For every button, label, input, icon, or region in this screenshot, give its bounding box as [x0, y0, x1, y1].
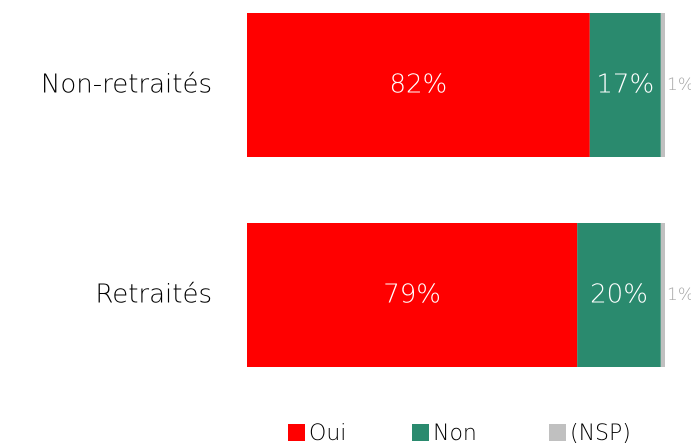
- bar-segment: [247, 13, 590, 157]
- category-label: Retraités: [95, 280, 212, 310]
- legend-swatch: [412, 424, 429, 441]
- bar-segment: [589, 13, 661, 157]
- legend-label: Non: [433, 421, 477, 446]
- value-label: 17%: [596, 70, 654, 100]
- bar-segment: [247, 223, 578, 367]
- legend-swatch: [549, 424, 566, 441]
- value-label: 1%: [667, 285, 691, 305]
- legend-label: (NSP): [570, 421, 631, 446]
- legend-label: Oui: [309, 421, 346, 446]
- bar-segment: [577, 223, 661, 367]
- category-label: Non-retraités: [41, 70, 212, 100]
- bar-segment: [660, 13, 665, 157]
- legend-swatch: [288, 424, 305, 441]
- value-label: 82%: [389, 70, 447, 100]
- value-label: 20%: [590, 280, 648, 310]
- value-label: 79%: [383, 280, 441, 310]
- value-label: 1%: [667, 75, 691, 95]
- bar-segment: [660, 223, 665, 367]
